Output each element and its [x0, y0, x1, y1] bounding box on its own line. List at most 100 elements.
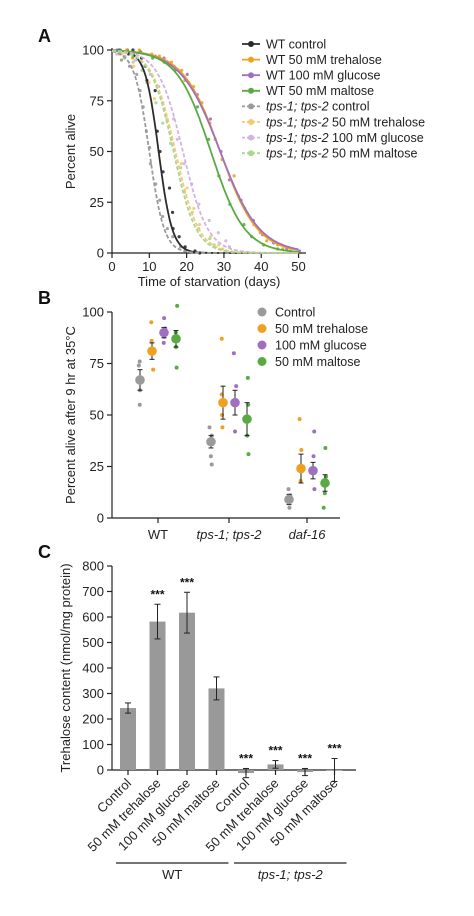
panel-a-legend-label: tps-1; tps-2 50 mM trehalose [266, 115, 425, 129]
panel-a-data-point [217, 243, 221, 247]
panel-a-legend-condition: WT 50 mM maltose [266, 84, 374, 98]
panel-a-data-point [131, 60, 135, 64]
panel-a-data-point [207, 218, 211, 223]
panel-b-legend-marker [257, 307, 267, 317]
panel-a-data-point [115, 52, 119, 56]
panel-a-survival-chart: 0 25 50 75 100 0 10 20 30 40 50 Time of starvation … [63, 37, 425, 289]
panel-a-legend-marker [248, 41, 254, 47]
panel-c-bar [149, 621, 166, 770]
panel-b-mean-point [218, 397, 228, 408]
panel-b-mean-point [230, 397, 240, 408]
panel-a-legend-marker [248, 72, 254, 79]
panel-b-replicate-point [287, 505, 292, 510]
panel-a-y-tick-label: 75 [90, 93, 104, 108]
panel-a-legend-genotype: tps-1; tps-2 [266, 100, 329, 114]
panel-a-data-point [177, 235, 181, 239]
panel-b-replicate-point [137, 402, 142, 407]
panel-b-category-label: tps-1; tps-2 [196, 527, 262, 542]
panel-a-data-point [175, 137, 179, 141]
panel-b-legend-label: Control [275, 306, 315, 320]
panel-b-mean-point [135, 375, 145, 385]
panel-b-y-tick-label: 75 [90, 356, 104, 371]
panel-b-legend-label: 100 mM glucose [275, 339, 367, 353]
panel-c-y-tick-label: 800 [82, 559, 104, 574]
panel-a-x-tick-label: 0 [108, 259, 115, 274]
panel-a-legend-label: tps-1; tps-2 50 mM maltose [266, 147, 417, 161]
panel-a-data-point [197, 202, 201, 206]
panel-a-survival-curve-3 [111, 49, 299, 253]
panel-a-data-point [265, 239, 269, 243]
panel-a-legend-marker [248, 87, 254, 94]
panel-a-legend-condition: 50 mM maltose [329, 147, 418, 161]
panel-b-replicate-point [231, 351, 236, 356]
panel-b-mean-point [171, 333, 181, 344]
panel-c-bar [179, 612, 195, 770]
panel-b-legend-marker [257, 324, 267, 333]
panel-a-legend-label: WT 50 mM maltose [266, 84, 374, 98]
panel-a-y-tick-label: 50 [90, 144, 104, 159]
panel-c-significance-mark: *** [239, 751, 253, 765]
panel-a-legend-label: WT 100 mM glucose [266, 69, 380, 83]
panel-a-data-point [170, 210, 175, 214]
panel-a-data-point [171, 235, 175, 239]
panel-c-letter: C [38, 542, 51, 562]
panel-c-y-tick-label: 200 [82, 712, 104, 727]
panel-b-replicate-point [137, 359, 142, 364]
panel-b-heat-survival-chart: 0 25 50 75 100 Percent alive after 9 hr at 35… [63, 303, 368, 542]
panel-b-mean-point [147, 346, 157, 356]
panel-c-y-tick-label: 0 [97, 763, 104, 778]
panel-b-y-tick-label: 25 [90, 459, 104, 474]
panel-b-replicate-point [208, 454, 213, 459]
panel-a-data-point [185, 186, 189, 190]
panel-a-x-tick-label: 20 [179, 259, 193, 274]
panel-a-data-point [195, 105, 200, 109]
panel-b-replicate-point [232, 429, 237, 434]
panel-b-replicate-point [149, 338, 154, 343]
panel-a-legend-condition: 100 mM glucose [329, 131, 424, 145]
panel-b-replicate-point [161, 340, 166, 345]
panel-a-legend-condition: WT 50 mM trehalose [266, 53, 382, 67]
panel-a-data-point [197, 222, 202, 227]
panel-c-y-tick-label: 400 [82, 661, 104, 676]
panel-b-letter: B [38, 288, 51, 308]
panel-a-data-point [161, 121, 165, 125]
panel-a-x-tick-label: 40 [254, 259, 268, 274]
panel-a-data-point [152, 97, 157, 101]
panel-b-replicate-point [151, 367, 156, 372]
panel-a-legend-label: WT control [266, 37, 326, 51]
panel-a-legend-marker [248, 103, 254, 110]
panel-a-data-point [154, 101, 158, 105]
panel-a-y-axis-title: Percent alive [63, 114, 78, 189]
panel-b-replicate-point [162, 316, 167, 321]
panel-a-data-point [224, 239, 228, 243]
panel-b-y-axis-title: Percent alive after 9 hr at 35°C [63, 326, 78, 504]
panel-a-legend-marker [248, 56, 254, 63]
panel-c-significance-mark: *** [298, 751, 312, 765]
panel-b-replicate-point [174, 365, 179, 370]
panel-a-legend-marker [248, 134, 254, 141]
panel-a-x-tick-label: 30 [217, 259, 231, 274]
panel-a-legend-genotype: tps-1; tps-2 [266, 115, 329, 129]
panel-b-replicate-point [209, 462, 214, 467]
panel-a-data-point [148, 162, 152, 166]
panel-b-mean-point [242, 414, 252, 424]
panel-c-y-tick-label: 100 [82, 737, 104, 752]
panel-b-mean-point [308, 465, 318, 476]
panel-a-data-point [119, 58, 124, 62]
panel-a-data-point [161, 214, 165, 219]
panel-c-group-label: WT [162, 867, 182, 882]
panel-c-significance-mark: *** [268, 744, 282, 758]
panel-b-category-label: WT [148, 527, 168, 542]
panel-b-replicate-point [311, 454, 316, 459]
panel-b-replicate-point [286, 487, 291, 492]
panel-b-replicate-point [136, 363, 141, 368]
panel-a-letter: A [38, 26, 51, 46]
panel-c-y-tick-label: 500 [82, 635, 104, 650]
panel-a-data-point [192, 206, 196, 210]
panel-c-y-tick-label: 700 [82, 584, 104, 599]
panel-b-replicate-point [312, 487, 317, 492]
panel-a-legend-condition: WT 100 mM glucose [266, 69, 380, 83]
panel-b-mean-point [159, 327, 169, 338]
panel-a-legend-condition: WT control [266, 37, 326, 51]
panel-b-legend-label: 50 mM trehalose [275, 322, 368, 336]
